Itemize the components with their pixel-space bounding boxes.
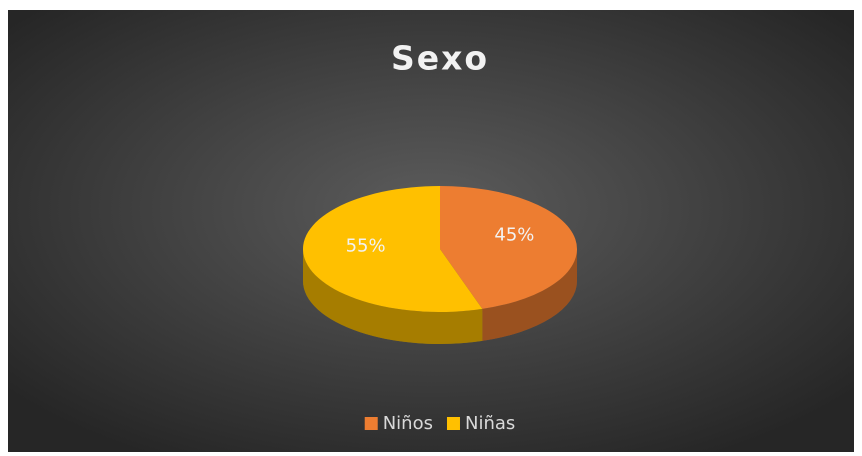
slice-side bbox=[482, 249, 577, 341]
slice bbox=[302, 186, 483, 312]
legend-label: Niños bbox=[383, 413, 433, 434]
slice bbox=[440, 186, 577, 309]
data-label: 45% bbox=[494, 225, 534, 246]
data-label: 55% bbox=[346, 235, 386, 256]
legend-swatch bbox=[446, 417, 460, 430]
chart-title: Sexo bbox=[391, 39, 489, 78]
legend-swatch bbox=[364, 417, 378, 430]
slice-side bbox=[303, 249, 483, 345]
slice-side-shade bbox=[303, 249, 483, 345]
legend-label: Niñas bbox=[465, 413, 515, 434]
slice-side-shade bbox=[482, 249, 577, 341]
